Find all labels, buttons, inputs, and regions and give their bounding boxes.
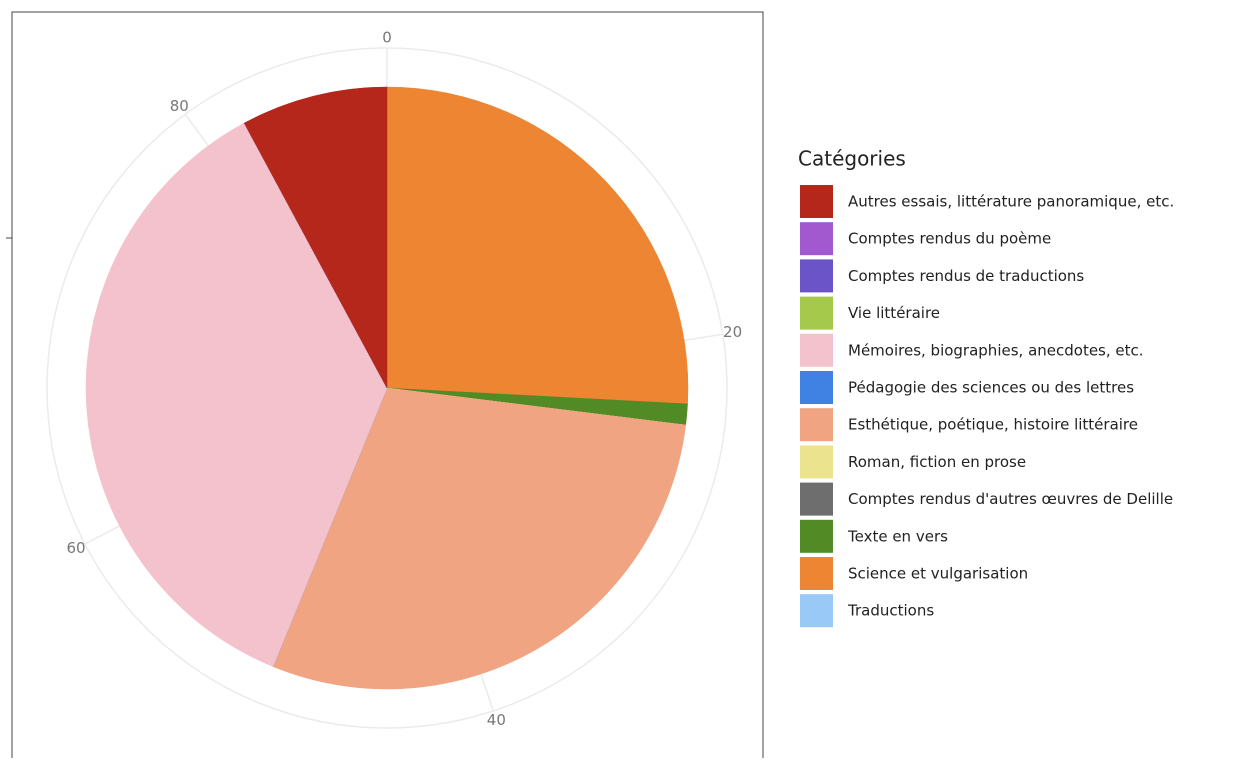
pie-slice — [85, 122, 388, 667]
legend-label: Comptes rendus du poème — [848, 230, 1051, 248]
theta-tick-label: 40 — [487, 711, 506, 729]
theta-tick-label: 20 — [723, 323, 742, 341]
legend-label: Roman, fiction en prose — [848, 453, 1026, 471]
legend-label: Comptes rendus d'autres œuvres de Delill… — [848, 490, 1173, 508]
legend-label: Traductions — [847, 602, 934, 620]
legend-label: Comptes rendus de traductions — [848, 267, 1084, 285]
legend-swatch — [800, 296, 833, 330]
legend-swatch — [800, 482, 833, 516]
legend-swatch — [800, 185, 833, 218]
legend-label: Esthétique, poétique, histoire littérair… — [848, 416, 1138, 434]
legend-swatch — [800, 222, 833, 256]
legend-swatch — [800, 594, 833, 628]
theta-tick-label: 60 — [66, 539, 85, 557]
pie-slice — [243, 86, 388, 389]
pie-slice — [386, 86, 689, 405]
legend-swatch — [800, 519, 833, 553]
theta-tick-label: 0 — [382, 29, 392, 47]
legend-swatch — [800, 445, 833, 479]
legend-swatch — [800, 259, 833, 293]
legend-label: Pédagogie des sciences ou des lettres — [848, 379, 1134, 397]
legend-swatch — [800, 333, 833, 367]
theta-tick-label: 80 — [170, 97, 189, 115]
panel-border — [11, 11, 764, 762]
legend-swatch — [800, 408, 833, 442]
legend-label: Vie littéraire — [848, 304, 940, 322]
legend-title: Catégories — [798, 147, 906, 171]
legend-label: Science et vulgarisation — [848, 565, 1028, 583]
legend-label: Texte en vers — [847, 527, 948, 545]
pie-slice — [272, 387, 686, 690]
legend-swatch — [800, 557, 833, 590]
legend-label: Autres essais, littérature panoramique, … — [848, 193, 1174, 211]
legend-swatch — [800, 371, 833, 404]
legend-label: Mémoires, biographies, anecdotes, etc. — [848, 341, 1144, 359]
